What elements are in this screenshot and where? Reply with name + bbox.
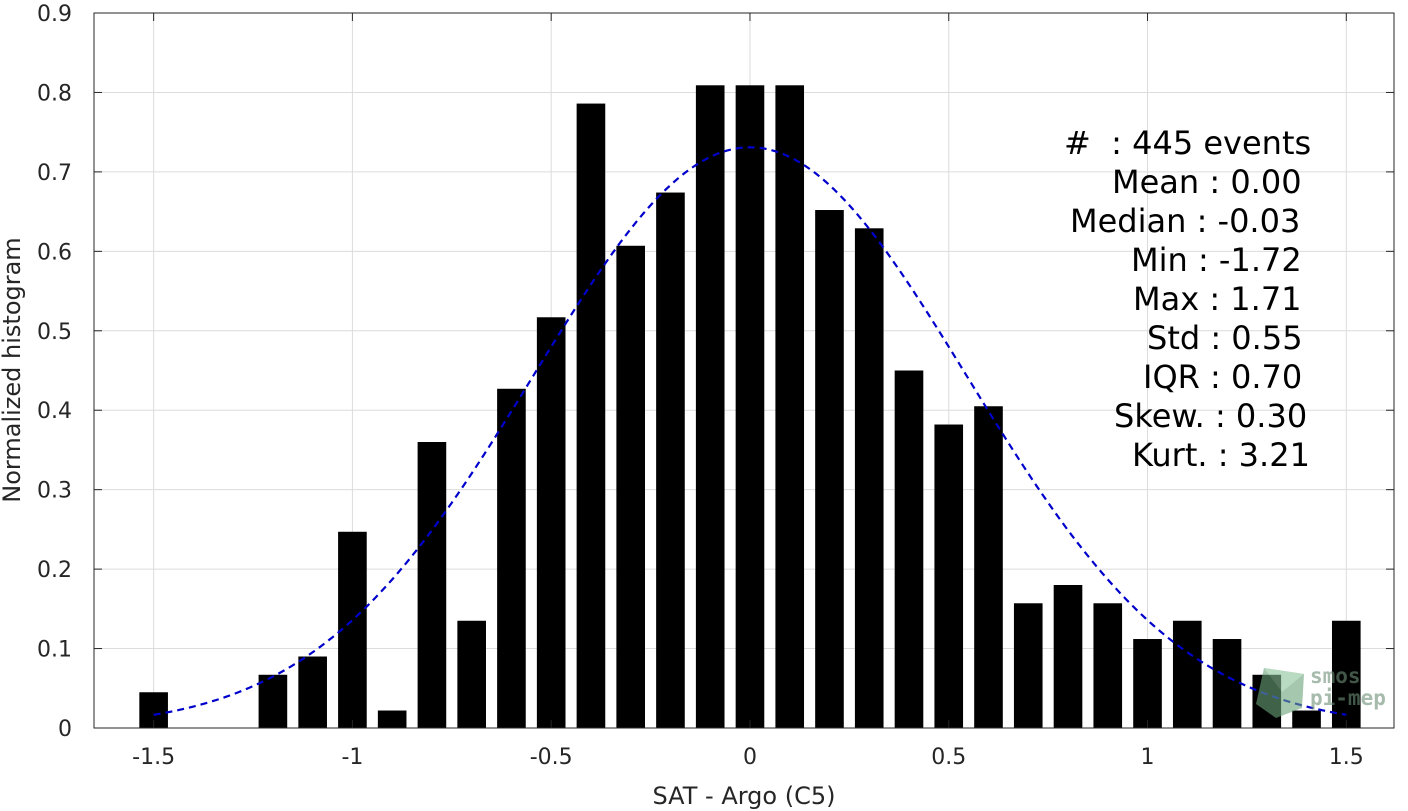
logo-shape-icon	[1256, 668, 1304, 718]
y-tick-label: 0.9	[37, 2, 72, 27]
stat-iqr: IQR : 0.70	[1143, 358, 1303, 396]
stat-events: # : 445 events	[1064, 124, 1312, 162]
y-tick-label: 0.7	[37, 161, 72, 186]
stat-kurt: Kurt. : 3.21	[1132, 436, 1310, 474]
x-tick-label: -1	[341, 745, 363, 770]
histogram-bar	[536, 317, 566, 728]
x-tick-label: 0	[743, 745, 757, 770]
histogram-bar	[735, 85, 765, 729]
logo-text-pimep: pi-mep	[1310, 686, 1386, 710]
axis-ticks: -1.5 -1 -0.5 0 0.5 1 1.5 0 0.1 0.2 0.3 0.4 0.5 0.6 0.7…	[37, 2, 1394, 770]
histogram-bar	[934, 424, 964, 728]
histogram-bar	[298, 656, 327, 728]
histogram-bar	[1133, 639, 1162, 728]
histogram-bar	[258, 674, 288, 728]
y-tick-label: 0.2	[37, 558, 72, 583]
histogram-bar	[1331, 620, 1361, 728]
histogram-bar	[974, 406, 1003, 728]
y-tick-label: 0.4	[37, 399, 72, 424]
y-tick-label: 0.6	[37, 240, 72, 265]
y-tick-label: 0.1	[37, 638, 72, 663]
x-tick-label: -0.5	[530, 745, 573, 770]
histogram-bar	[417, 442, 447, 728]
histogram-bar	[1292, 710, 1321, 728]
bars-group	[139, 85, 1361, 729]
histogram-bar	[695, 85, 725, 729]
stat-mean: Mean : 0.00	[1112, 163, 1302, 201]
x-tick-label: 0.5	[931, 745, 966, 770]
x-tick-label: 1.5	[1329, 745, 1364, 770]
histogram-bar	[1093, 603, 1123, 728]
histogram-bar	[1053, 585, 1083, 728]
logo-text-smos: smos	[1310, 664, 1361, 688]
histogram-bar	[656, 192, 685, 729]
stat-skew: Skew. : 0.30	[1114, 397, 1308, 435]
histogram-bar	[894, 370, 924, 728]
histogram-bar	[854, 228, 884, 729]
histogram-bar	[775, 85, 805, 729]
x-tick-label: 1	[1141, 745, 1155, 770]
histogram-bar	[1172, 620, 1202, 728]
y-tick-label: 0	[58, 717, 72, 742]
histogram-bar	[1013, 603, 1043, 728]
x-tick-label: -1.5	[132, 745, 175, 770]
histogram-bar	[457, 620, 486, 728]
gaussian-fit-curve	[153, 146, 1347, 716]
stat-min: Min : -1.72	[1131, 241, 1302, 279]
histogram-bar	[377, 710, 407, 728]
y-tick-label: 0.5	[37, 320, 72, 345]
histogram-bar	[576, 103, 606, 729]
plot-frame	[93, 12, 1395, 729]
stat-median: Median : -0.03	[1070, 202, 1301, 240]
histogram-bar	[616, 245, 646, 728]
stat-max: Max : 1.71	[1133, 280, 1302, 318]
histogram-bar	[497, 388, 526, 728]
histogram-bar	[1212, 639, 1242, 728]
y-tick-label: 0.3	[37, 479, 72, 504]
y-axis-label: Normalized histogram	[0, 237, 26, 502]
x-axis-label: SAT - Argo (C5)	[653, 782, 836, 810]
y-tick-label: 0.8	[37, 81, 72, 106]
smos-pimep-logo: smos pi-mep	[1252, 664, 1402, 720]
histogram-bar	[815, 210, 844, 728]
stat-std: Std : 0.55	[1147, 319, 1303, 357]
